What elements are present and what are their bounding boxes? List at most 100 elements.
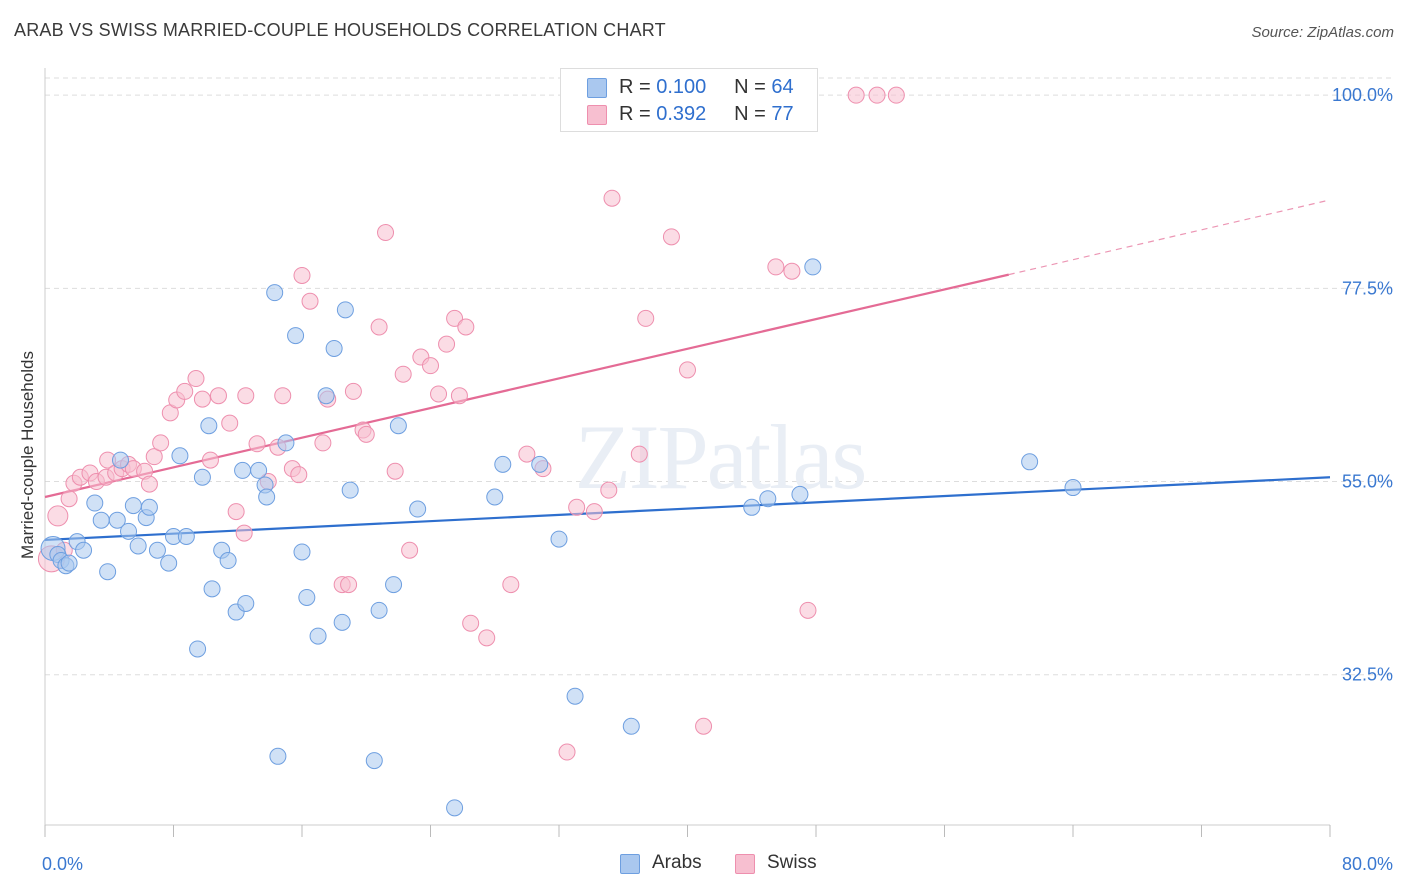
arabs-point — [298, 588, 316, 606]
swiss-point — [603, 189, 621, 207]
swiss-r-label: R = — [619, 103, 651, 125]
arabs-point — [309, 627, 327, 645]
arabs-swatch — [587, 78, 607, 98]
arabs-point — [219, 552, 237, 570]
watermark: ZIPatlas — [575, 406, 866, 508]
arabs-point — [1064, 479, 1082, 497]
swiss-point — [176, 382, 194, 400]
swiss-point — [227, 503, 245, 521]
arabs-point — [160, 554, 178, 572]
swiss-point — [152, 434, 170, 452]
swiss-point — [600, 481, 618, 499]
arabs-point — [200, 417, 218, 435]
chart-title: ARAB VS SWISS MARRIED-COUPLE HOUSEHOLDS … — [14, 20, 666, 40]
arabs-point — [550, 530, 568, 548]
arabs-point — [325, 339, 343, 357]
swiss-point — [422, 357, 439, 375]
arabs-point — [86, 494, 104, 512]
swiss-point — [430, 385, 448, 403]
arabs-point — [409, 500, 427, 518]
swiss-point — [887, 86, 905, 104]
arabs-point — [269, 747, 287, 765]
arabs-point — [743, 498, 761, 516]
bottom-swiss-label: Swiss — [767, 852, 817, 873]
swiss-point — [457, 318, 475, 336]
swiss-point — [193, 390, 211, 408]
arabs-point — [370, 601, 388, 619]
y-tick-label-2: 77.5% — [1342, 278, 1393, 298]
source-label: Source: ZipAtlas.com — [1251, 24, 1394, 41]
arabs-point — [1021, 453, 1039, 471]
swiss-point — [502, 576, 520, 594]
arabs-point — [60, 554, 78, 572]
arabs-point — [237, 594, 255, 612]
swiss-point — [450, 387, 468, 405]
swiss-point — [695, 717, 713, 735]
x-tick-label-0: 0.0% — [42, 854, 83, 874]
arabs-point — [140, 498, 158, 516]
arabs-point — [120, 522, 138, 540]
swiss-point — [462, 614, 480, 632]
arabs-point — [234, 461, 252, 479]
arabs-point — [446, 799, 464, 817]
swiss-point — [344, 382, 362, 400]
arabs-point — [336, 301, 354, 319]
tick-labels: 32.5% 55.0% 77.5% 100.0% 0.0% 80.0% — [42, 85, 1393, 874]
swiss-point — [237, 387, 255, 405]
arabs-point — [124, 497, 142, 515]
arabs-point — [193, 468, 211, 486]
arabs-point — [148, 541, 166, 559]
correlation-legend: R = 0.100 N = 64 R = 0.392 N = 77 — [560, 68, 818, 132]
arabs-point — [277, 434, 295, 452]
swiss-point — [847, 86, 865, 104]
arabs-point — [622, 717, 640, 735]
swiss-point — [446, 309, 464, 327]
arabs-point — [189, 640, 207, 658]
arabs-point — [566, 687, 584, 705]
swiss-point — [767, 258, 785, 276]
arabs-point — [75, 541, 93, 559]
swiss-point — [60, 490, 78, 508]
swiss-point — [301, 292, 319, 310]
swiss-point — [568, 498, 586, 516]
swiss-point — [47, 505, 69, 527]
y-axis-label: Married-couple Households — [18, 351, 37, 559]
swiss-point — [478, 629, 496, 647]
x-tick-label-1: 80.0% — [1342, 854, 1393, 874]
swiss-point — [637, 309, 655, 327]
swiss-point — [357, 425, 375, 443]
arabs-point — [791, 485, 809, 503]
arabs-point — [759, 490, 777, 508]
arabs-n-label: N = — [734, 76, 766, 98]
axes — [44, 68, 1331, 837]
swiss-point — [783, 262, 801, 280]
arabs-point — [341, 481, 359, 499]
swiss-point — [377, 224, 395, 242]
swiss-point — [662, 228, 680, 246]
swiss-trend-extension — [1008, 199, 1331, 276]
swiss-point — [201, 451, 219, 469]
swiss-point — [401, 541, 419, 559]
arabs-point — [250, 461, 268, 479]
arabs-points — [40, 258, 1082, 817]
swiss-point — [187, 370, 205, 388]
swiss-point — [293, 266, 311, 284]
y-tick-label-3: 100.0% — [1332, 85, 1393, 105]
y-tick-label-1: 55.0% — [1342, 472, 1393, 492]
swiss-point — [140, 475, 158, 493]
swiss-point — [558, 743, 576, 761]
y-tick-label-0: 32.5% — [1342, 665, 1393, 685]
arabs-point — [385, 576, 403, 594]
swiss-point — [221, 414, 239, 432]
arabs-point — [258, 488, 276, 506]
swiss-swatch — [587, 105, 607, 125]
arabs-point — [531, 455, 549, 473]
swiss-point — [340, 576, 358, 594]
swiss-point — [799, 601, 817, 619]
arabs-point — [494, 455, 512, 473]
arabs-n-value: 64 — [771, 76, 794, 98]
arabs-point — [177, 528, 195, 546]
swiss-point — [209, 387, 227, 405]
swiss-point — [235, 524, 253, 542]
